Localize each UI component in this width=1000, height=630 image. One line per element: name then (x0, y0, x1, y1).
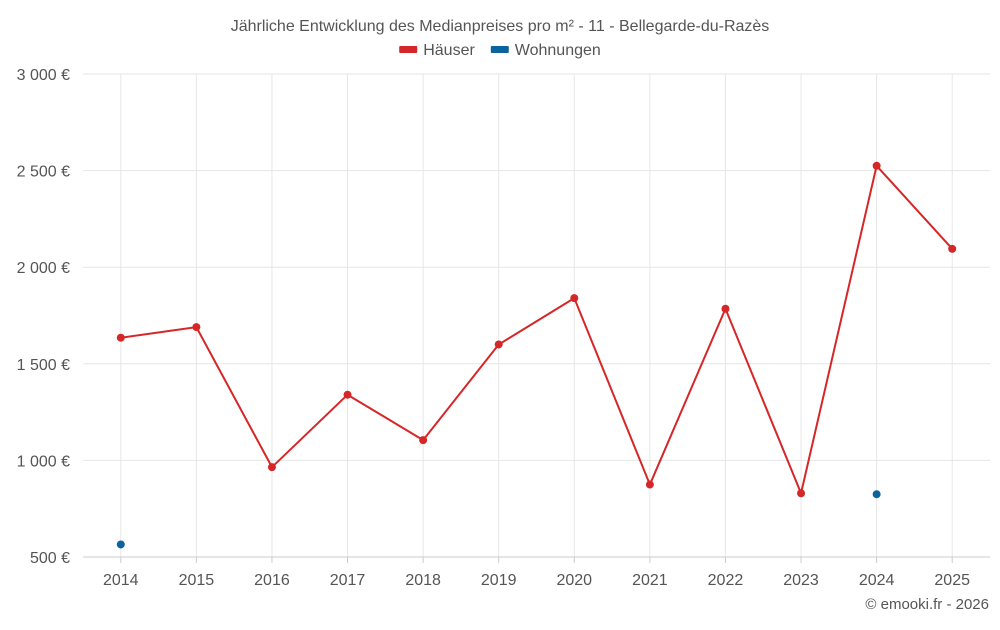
grid-lines (83, 73, 990, 558)
series-layer (116, 161, 957, 549)
data-point[interactable] (872, 161, 881, 170)
legend-swatch (490, 46, 509, 53)
x-axis: 2014 2015 2016 2017 2018 2019 2020 2021 2022 2023… (83, 556, 990, 589)
data-point[interactable] (267, 463, 276, 472)
data-point[interactable] (645, 480, 654, 489)
x-tick-label: 2019 (481, 572, 517, 589)
legend-swatch (399, 46, 418, 53)
y-tick-label: 1 000 € (17, 453, 70, 470)
series-1 (116, 161, 957, 498)
y-tick-label: 1 500 € (17, 357, 70, 374)
credit-text: © emooki.fr - 2026 (865, 596, 989, 613)
data-point[interactable] (419, 436, 428, 445)
data-point[interactable] (494, 340, 503, 349)
x-tick-label: 2022 (708, 572, 744, 589)
legend-item-1[interactable]: Häuser (399, 42, 475, 59)
data-point[interactable] (721, 304, 730, 313)
data-point[interactable] (192, 323, 201, 332)
y-axis: 500 € 1 000 € 1 500 € 2 000 € 2 500 € 3 000 € (17, 67, 70, 567)
legend-label: Häuser (423, 42, 475, 59)
x-tick-label: 2017 (330, 572, 366, 589)
data-point[interactable] (116, 540, 125, 549)
data-point[interactable] (797, 489, 806, 498)
data-point[interactable] (948, 244, 957, 253)
y-tick-label: 2 500 € (17, 164, 70, 181)
x-tick-label: 2014 (103, 572, 139, 589)
x-tick-label: 2016 (254, 572, 290, 589)
legend[interactable]: Häuser Wohnungen (399, 42, 601, 59)
y-tick-label: 2 000 € (17, 260, 70, 277)
x-tick-label: 2015 (179, 572, 215, 589)
x-tick-label: 2021 (632, 572, 668, 589)
x-tick-label: 2024 (859, 572, 895, 589)
legend-item-2[interactable]: Wohnungen (490, 42, 601, 59)
x-tick-label: 2020 (556, 572, 592, 589)
x-tick-label: 2025 (934, 572, 970, 589)
legend-label: Wohnungen (515, 42, 601, 59)
x-tick-label: 2023 (783, 572, 819, 589)
y-tick-label: 3 000 € (17, 67, 70, 84)
series-line (120, 164, 953, 495)
x-tick-label: 2018 (405, 572, 441, 589)
data-point[interactable] (872, 490, 881, 499)
data-point[interactable] (343, 390, 352, 399)
chart-title: Jährliche Entwicklung des Medianpreises … (231, 18, 770, 35)
data-point[interactable] (116, 333, 125, 342)
data-point[interactable] (570, 294, 579, 303)
y-tick-label: 500 € (30, 550, 70, 567)
series-2 (116, 490, 881, 549)
